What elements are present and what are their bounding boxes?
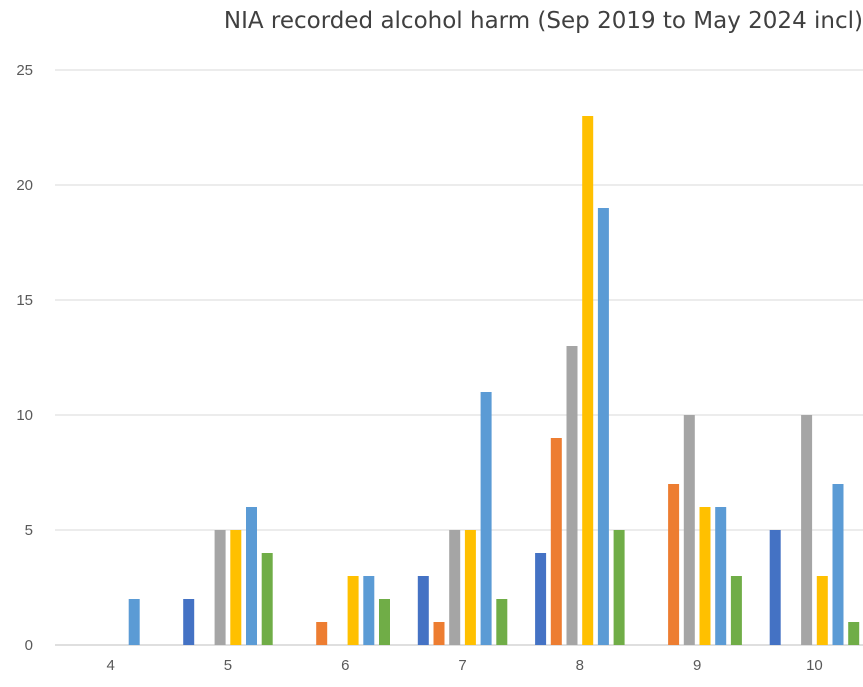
bar: [449, 530, 461, 645]
y-tick-label: 15: [16, 292, 33, 309]
bar: [464, 530, 476, 645]
bar: [597, 208, 609, 645]
bar: [683, 415, 695, 645]
x-tick-label: 8: [576, 657, 584, 674]
x-tick-label: 10: [806, 657, 823, 674]
y-tick-label: 10: [16, 407, 33, 424]
bar: [496, 599, 508, 645]
bar: [769, 530, 781, 645]
bar: [417, 576, 429, 645]
x-tick-label: 6: [341, 657, 349, 674]
bar: [848, 622, 860, 645]
x-tick-label: 9: [693, 657, 701, 674]
bar: [246, 507, 257, 645]
y-tick-label: 25: [16, 62, 33, 79]
y-tick-label: 20: [16, 177, 33, 194]
bar: [261, 553, 273, 645]
bar: [613, 530, 625, 645]
bar: [316, 622, 328, 645]
x-tick-label: 4: [106, 657, 114, 674]
chart-title: NIA recorded alcohol harm (Sep 2019 to M…: [223, 8, 863, 34]
bar: [128, 599, 140, 645]
bar: [214, 530, 226, 645]
y-tick-label: 0: [25, 637, 33, 654]
bar: [715, 507, 727, 645]
bar: [550, 438, 562, 645]
bar: [832, 484, 844, 645]
bar: [230, 530, 242, 645]
bar: [363, 576, 375, 645]
bar: [699, 507, 711, 645]
bar: [566, 346, 578, 645]
y-tick-label: 5: [25, 522, 33, 539]
bar: [379, 599, 390, 645]
bar: [668, 484, 680, 645]
bar: [582, 116, 594, 645]
bar: [730, 576, 742, 645]
x-tick-label: 5: [224, 657, 232, 674]
bar: [347, 576, 359, 645]
bar: [433, 622, 445, 645]
bar: [535, 553, 547, 645]
bar: [183, 599, 195, 645]
bar: [480, 392, 492, 645]
bar: [816, 576, 828, 645]
bar: [801, 415, 813, 645]
x-tick-label: 7: [458, 657, 466, 674]
